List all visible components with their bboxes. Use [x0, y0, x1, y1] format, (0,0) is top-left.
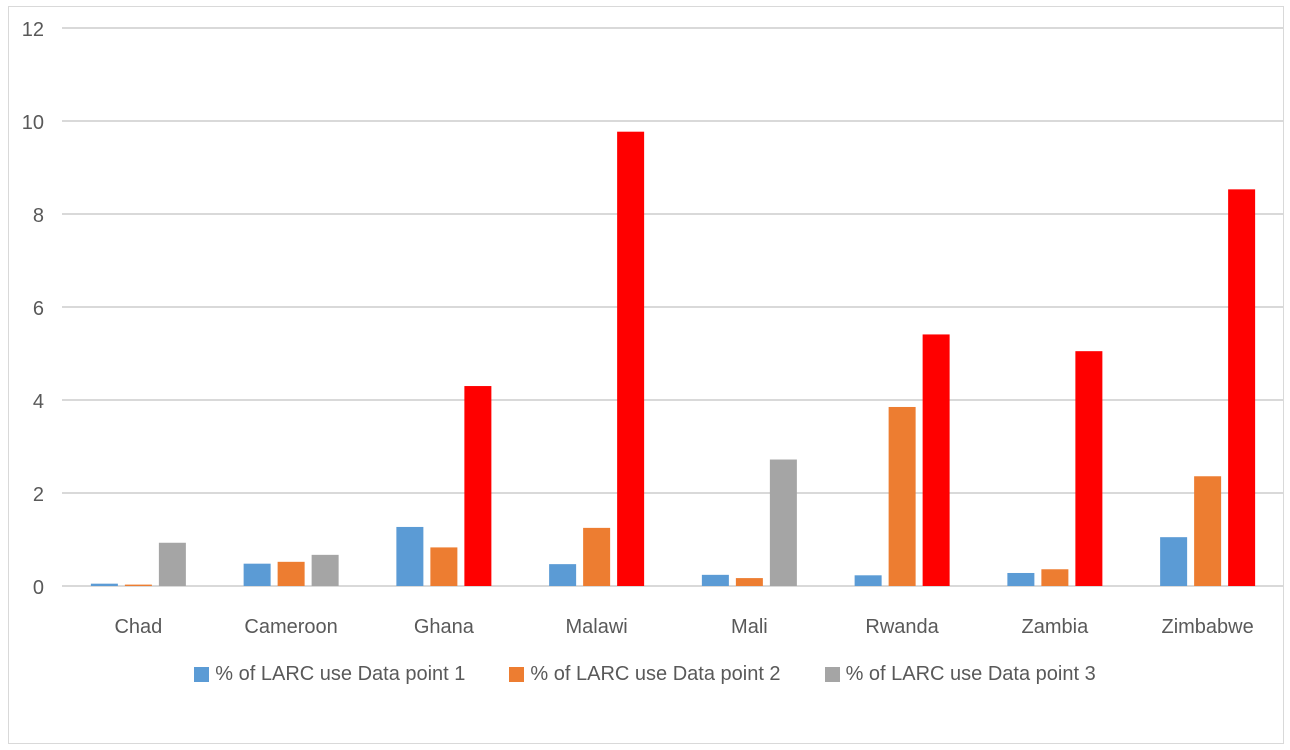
y-tick-label-6: 6: [33, 298, 44, 320]
x-tick-label-malawi: Malawi: [566, 616, 628, 638]
legend-swatch-series-2: [509, 666, 525, 682]
legend-label-series-3: % of LARC use Data point 3: [845, 662, 1096, 685]
legend-item-series-3: % of LARC use Data point 3: [824, 662, 1096, 686]
x-tick-label-chad: Chad: [114, 616, 162, 638]
bar-mali-series-1: [701, 574, 729, 586]
bar-cameroon-series-2: [277, 561, 305, 586]
x-tick-label-zimbabwe: Zimbabwe: [1161, 616, 1253, 638]
bar-zambia-series-1: [1007, 572, 1035, 586]
bar-mali-series-2: [735, 578, 763, 586]
y-tick-label-12: 12: [22, 19, 44, 41]
x-tick-label-ghana: Ghana: [414, 616, 475, 638]
bar-rwanda-series-3: [922, 334, 950, 586]
chart-frame: [8, 6, 1284, 744]
bar-ghana-series-3: [464, 386, 492, 586]
legend-label-series-2: % of LARC use Data point 2: [530, 662, 781, 685]
x-tick-label-mali: Mali: [731, 616, 768, 638]
x-tick-label-cameroon: Cameroon: [244, 616, 337, 638]
bar-mali-series-3: [769, 459, 797, 586]
bar-chad-series-3: [158, 542, 186, 586]
legend-swatch-series-3: [824, 666, 840, 682]
y-tick-label-10: 10: [22, 112, 44, 134]
bar-malawi-series-1: [549, 564, 577, 586]
bar-ghana-series-1: [396, 526, 424, 586]
bar-chad-series-1: [90, 583, 118, 586]
bar-cameroon-series-1: [243, 563, 271, 586]
y-tick-label-0: 0: [33, 577, 44, 599]
x-tick-label-zambia: Zambia: [1022, 616, 1090, 638]
bar-malawi-series-2: [583, 527, 611, 586]
y-tick-label-2: 2: [33, 484, 44, 506]
bar-chad-series-2: [124, 584, 152, 586]
bar-zimbabwe-series-3: [1228, 189, 1256, 587]
x-tick-label-rwanda: Rwanda: [865, 616, 939, 638]
bar-zambia-series-3: [1075, 351, 1103, 586]
bar-rwanda-series-2: [888, 406, 916, 586]
y-tick-label-4: 4: [33, 391, 44, 413]
legend-swatch-series-1: [194, 666, 210, 682]
bar-zimbabwe-series-2: [1194, 476, 1222, 586]
y-tick-label-8: 8: [33, 205, 44, 227]
bar-zimbabwe-series-1: [1160, 537, 1188, 586]
legend-label-series-1: % of LARC use Data point 1: [215, 662, 466, 685]
bar-rwanda-series-1: [854, 575, 882, 586]
bar-zambia-series-2: [1041, 569, 1069, 586]
bar-ghana-series-2: [430, 547, 458, 586]
legend-item-series-2: % of LARC use Data point 2: [509, 662, 781, 686]
legend: % of LARC use Data point 1 % of LARC use…: [0, 660, 1290, 688]
bar-malawi-series-3: [617, 131, 645, 586]
bar-cameroon-series-3: [311, 554, 339, 586]
legend-item-series-1: % of LARC use Data point 1: [194, 663, 465, 686]
